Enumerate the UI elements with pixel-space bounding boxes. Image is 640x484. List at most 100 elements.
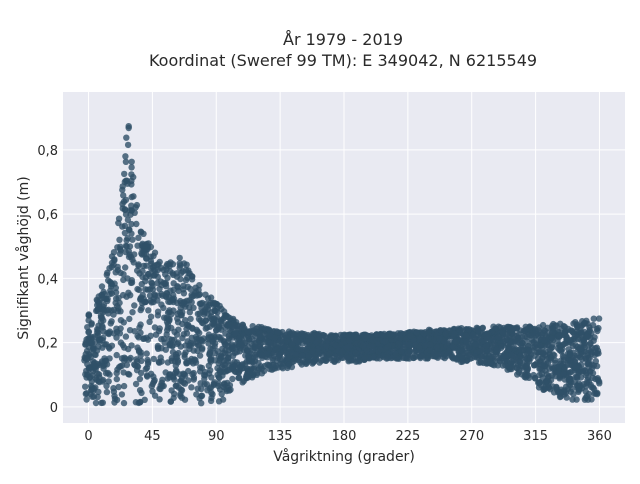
scatter-point xyxy=(561,329,569,337)
scatter-point xyxy=(352,350,360,357)
scatter-point xyxy=(172,354,179,361)
scatter-point xyxy=(387,331,394,338)
scatter-point xyxy=(85,312,93,319)
scatter-point xyxy=(565,346,572,353)
scatter-point xyxy=(167,398,174,405)
scatter-point xyxy=(233,349,240,356)
scatter-point xyxy=(541,336,548,344)
scatter-point xyxy=(121,229,129,237)
scatter-point xyxy=(209,320,216,327)
scatter-point xyxy=(121,344,128,351)
scatter-point xyxy=(463,332,470,339)
scatter-point xyxy=(505,323,512,331)
scatter-point xyxy=(557,320,564,327)
scatter-point xyxy=(446,327,453,334)
scatter-point xyxy=(166,307,173,314)
x-tick-label: 0 xyxy=(84,429,92,444)
scatter-point xyxy=(567,327,575,334)
scatter-point xyxy=(451,330,458,337)
scatter-point xyxy=(568,385,576,392)
scatter-point xyxy=(114,366,121,373)
scatter-point xyxy=(137,329,144,336)
scatter-point xyxy=(217,334,224,341)
scatter-point xyxy=(577,361,585,368)
scatter-point xyxy=(452,338,460,345)
scatter-point xyxy=(591,390,598,397)
scatter-point xyxy=(139,291,146,299)
scatter-point xyxy=(209,345,216,352)
scatter-point xyxy=(229,375,236,383)
scatter-point xyxy=(156,258,163,266)
scatter-point xyxy=(95,371,103,378)
scatter-point xyxy=(507,363,514,371)
scatter-point xyxy=(104,269,111,276)
scatter-point xyxy=(377,346,384,353)
scatter-point xyxy=(117,317,125,324)
y-tick-label: 0,2 xyxy=(37,337,58,352)
scatter-point xyxy=(573,382,581,389)
scatter-point xyxy=(572,373,579,381)
scatter-point xyxy=(154,279,161,287)
scatter-point xyxy=(426,347,433,354)
scatter-point xyxy=(186,309,193,316)
scatter-point xyxy=(258,365,265,372)
scatter-point xyxy=(82,383,89,390)
scatter-point xyxy=(102,295,109,302)
scatter-point xyxy=(215,325,222,332)
scatter-point xyxy=(593,362,601,370)
y-tick-label: 0,8 xyxy=(37,144,58,159)
scatter-point xyxy=(298,361,305,368)
scatter-point xyxy=(120,276,127,284)
scatter-point xyxy=(163,266,170,273)
scatter-point xyxy=(198,392,205,400)
scatter-point xyxy=(539,353,547,361)
scatter-point xyxy=(379,331,386,339)
scatter-point xyxy=(589,321,597,329)
scatter-point xyxy=(106,355,113,362)
scatter-point xyxy=(225,354,232,361)
scatter-point xyxy=(123,243,130,250)
scatter-point xyxy=(150,252,157,260)
scatter-point xyxy=(345,337,353,344)
scatter-point xyxy=(156,325,163,332)
scatter-point xyxy=(108,342,116,349)
scatter-point xyxy=(227,321,234,329)
scatter-point xyxy=(534,355,542,362)
scatter-point xyxy=(220,361,227,368)
scatter-point xyxy=(122,333,130,340)
scatter-point xyxy=(138,357,145,365)
scatter-point xyxy=(516,346,523,353)
scatter-point xyxy=(292,351,299,358)
scatter-point xyxy=(126,315,133,323)
scatter-point xyxy=(235,335,243,342)
scatter-point xyxy=(93,347,101,354)
scatter-point xyxy=(459,354,466,361)
scatter-point xyxy=(577,324,584,331)
scatter-point xyxy=(257,334,264,341)
scatter-point xyxy=(548,334,556,342)
scatter-point xyxy=(516,358,524,365)
scatter-point xyxy=(95,305,102,313)
scatter-point xyxy=(137,369,145,377)
scatter-point xyxy=(141,247,148,254)
scatter-point xyxy=(129,236,136,243)
scatter-point xyxy=(190,347,197,354)
scatter-point xyxy=(162,369,169,376)
scatter-point xyxy=(125,123,132,130)
scatter-point xyxy=(327,335,334,342)
scatter-point xyxy=(487,359,494,366)
scatter-point xyxy=(118,391,126,398)
scatter-point xyxy=(122,153,129,160)
scatter-point xyxy=(128,193,135,201)
scatter-point xyxy=(156,285,163,293)
scatter-point xyxy=(198,364,206,372)
scatter-point xyxy=(433,343,441,351)
scatter-point xyxy=(524,371,531,378)
scatter-point xyxy=(384,353,391,361)
scatter-point xyxy=(445,347,453,355)
scatter-point xyxy=(180,290,188,297)
scatter-point xyxy=(163,331,170,338)
scatter-point xyxy=(498,343,505,350)
scatter-point xyxy=(261,338,268,346)
